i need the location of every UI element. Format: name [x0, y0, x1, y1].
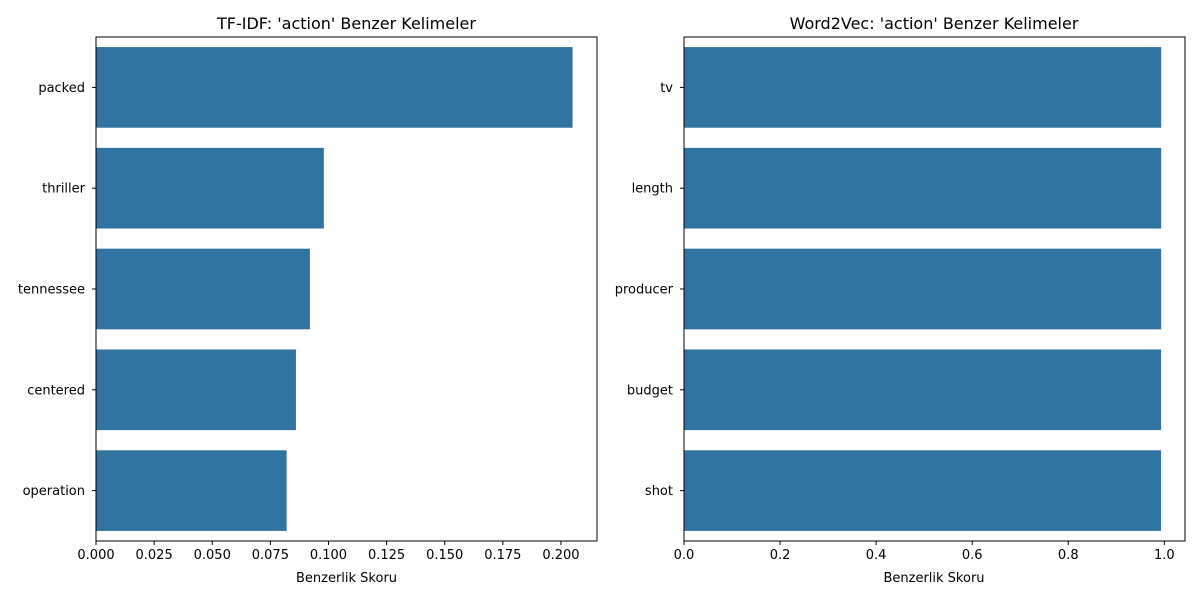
word2vec-y-tick-label: tv	[660, 81, 673, 96]
word2vec-y-tick-label: producer	[615, 283, 674, 298]
tfidf-x-axis-label: Benzerlik Skoru	[296, 571, 397, 586]
word2vec-bar-tv	[684, 47, 1162, 128]
tfidf-bar-packed	[96, 47, 573, 128]
word2vec-chart-title: Word2Vec: 'action' Benzer Kelimeler	[790, 14, 1079, 33]
word2vec-bar-producer	[684, 248, 1162, 330]
tfidf-y-tick-label: centered	[27, 383, 85, 398]
tfidf-bar-centered	[96, 349, 296, 431]
tfidf-y-tick-label: operation	[23, 484, 85, 499]
tfidf-x-tick-label: 0.150	[426, 548, 463, 563]
word2vec-bars	[684, 47, 1162, 531]
word2vec-bar-length	[684, 147, 1162, 229]
word2vec-chart-panel: Word2Vec: 'action' Benzer Kelimeler tv le…	[615, 14, 1186, 586]
word2vec-x-tick-label: 0.6	[962, 548, 983, 563]
word2vec-x-tick-label: 0.4	[866, 548, 887, 563]
tfidf-x-tick-label: 0.025	[136, 548, 173, 563]
word2vec-y-tick-label: shot	[645, 484, 673, 499]
tfidf-bar-tennessee	[96, 248, 310, 330]
word2vec-x-axis-label: Benzerlik Skoru	[883, 571, 984, 586]
word2vec-y-tick-label: budget	[627, 383, 673, 398]
tfidf-chart-panel: TF-IDF: 'action' Benzer Kelimeler packed…	[18, 14, 598, 586]
word2vec-x-tick-label: 0.0	[674, 548, 695, 563]
word2vec-bar-budget	[684, 349, 1162, 431]
tfidf-x-tick-label: 0.100	[310, 548, 347, 563]
tfidf-bars	[96, 47, 573, 531]
tfidf-x-tick-label: 0.125	[368, 548, 405, 563]
word2vec-x-ticks: 0.0 0.2 0.4 0.6 0.8 1.0	[674, 541, 1175, 563]
tfidf-y-tick-label: tennessee	[18, 283, 85, 298]
tfidf-y-tick-label: packed	[38, 81, 85, 96]
word2vec-x-tick-label: 1.0	[1154, 548, 1175, 563]
tfidf-y-tick-label: thriller	[42, 182, 86, 197]
tfidf-bar-thriller	[96, 147, 324, 229]
word2vec-y-tick-label: length	[632, 182, 673, 197]
tfidf-y-ticks: packed thriller tennessee centered operation	[18, 81, 96, 499]
tfidf-x-ticks: 0.000 0.025 0.050 0.075 0.100 0.125 0.150 0.175…	[77, 541, 580, 563]
tfidf-x-tick-label: 0.050	[194, 548, 231, 563]
word2vec-y-ticks: tv length producer budget shot	[615, 81, 684, 499]
word2vec-bar-shot	[684, 450, 1162, 531]
tfidf-x-tick-label: 0.075	[252, 548, 289, 563]
word2vec-x-tick-label: 0.2	[770, 548, 791, 563]
tfidf-x-tick-label: 0.000	[77, 548, 114, 563]
tfidf-x-tick-label: 0.175	[484, 548, 521, 563]
tfidf-x-tick-label: 0.200	[542, 548, 579, 563]
tfidf-chart-title: TF-IDF: 'action' Benzer Kelimeler	[216, 14, 476, 33]
tfidf-bar-operation	[96, 450, 287, 531]
word2vec-x-tick-label: 0.8	[1058, 548, 1079, 563]
